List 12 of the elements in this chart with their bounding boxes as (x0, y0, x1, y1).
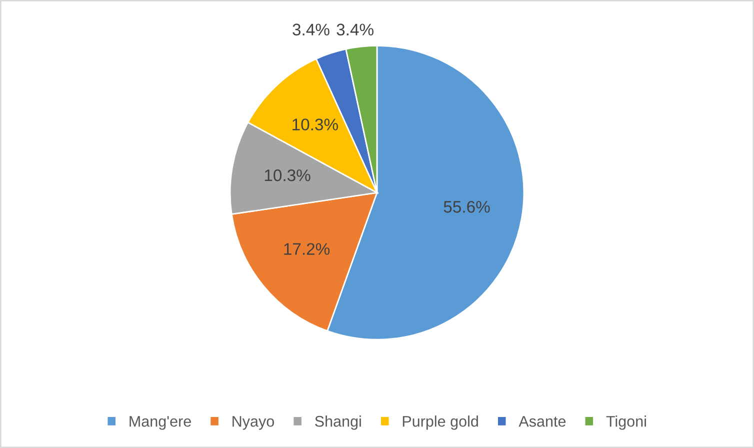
data-label: 3.4% (292, 24, 330, 36)
data-label: 10.3% (264, 169, 310, 182)
legend-label: Tigoni (606, 416, 646, 430)
data-label: 3.4% (336, 24, 374, 36)
legend-label: Mang'ere (130, 416, 191, 430)
data-label: 10.3% (292, 118, 338, 130)
legend-label: Nyayo (232, 416, 274, 430)
legend-label: Asante (518, 416, 566, 427)
legend-label: Purple gold (402, 416, 478, 430)
legend-label: Shangi (315, 416, 361, 430)
data-label: 17.2% (284, 243, 330, 255)
data-label: 55.6% (444, 200, 490, 213)
